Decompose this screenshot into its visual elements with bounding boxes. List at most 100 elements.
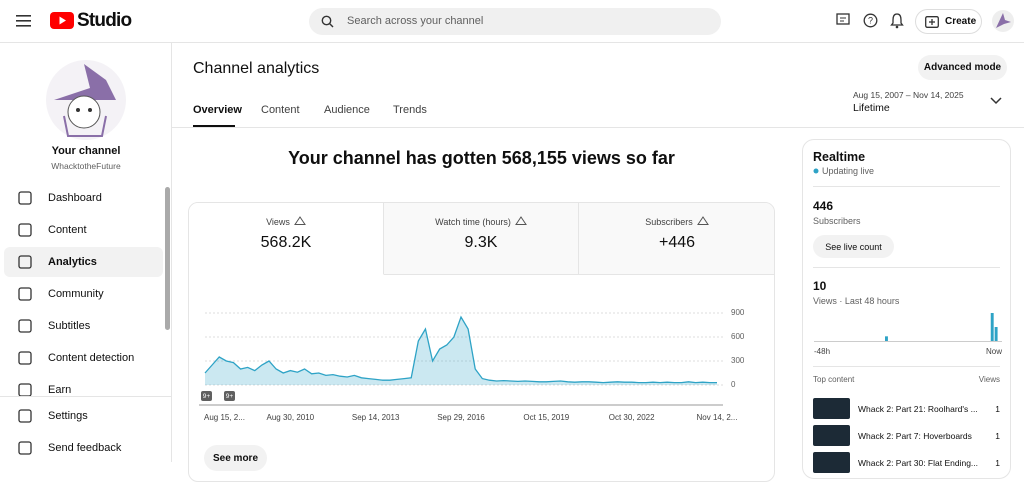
nav-label: Analytics — [48, 256, 97, 268]
y-tick-label: 600 — [731, 332, 745, 341]
bar — [990, 313, 994, 341]
tab[interactable]: Content — [261, 104, 300, 116]
nav-icon — [18, 441, 32, 455]
tab[interactable]: Overview — [193, 104, 242, 116]
sidebar: Your channel WhacktotheFuture Dashboard C… — [0, 43, 172, 462]
metric-value: 568.2K — [260, 234, 312, 251]
period[interactable]: Lifetime — [853, 102, 890, 114]
see-live-count-button[interactable]: See live count — [813, 235, 894, 258]
annotation-marker[interactable] — [201, 391, 212, 401]
subscriber-count: 446 — [813, 199, 834, 213]
thumbnail[interactable] — [813, 452, 850, 473]
nav-label: Subtitles — [48, 320, 91, 332]
channel-name: WhacktotheFuture — [51, 161, 121, 171]
search-box[interactable]: Search across your channel — [309, 8, 721, 35]
nav-icon — [18, 255, 32, 269]
annotation-label: 9+ — [226, 393, 234, 400]
advanced-mode-button[interactable]: Advanced mode — [918, 55, 1007, 80]
nav-icon — [18, 409, 32, 423]
nav-label: Dashboard — [48, 192, 102, 204]
see-more-button[interactable]: See more — [204, 445, 267, 471]
views-label: Views · Last 48 hours — [813, 296, 900, 306]
nav-icon — [18, 223, 32, 237]
nav-label: Send feedback — [48, 442, 122, 454]
content-title[interactable]: Whack 2: Part 21: Roolhard's ... — [858, 404, 978, 414]
metric-tab[interactable]: Views 568.2K — [189, 203, 384, 275]
account-avatar[interactable] — [992, 10, 1014, 32]
content-views: 1 — [995, 404, 1000, 414]
view-count: 10 — [813, 279, 827, 293]
footer-nav: Settings Send feedback — [0, 396, 171, 462]
create-button[interactable]: Create — [915, 9, 982, 34]
search-icon — [321, 15, 334, 28]
nav-label: Earn — [48, 384, 72, 396]
nav-item[interactable]: Settings — [0, 401, 165, 431]
top-content-label: Top content — [813, 375, 855, 384]
x-tick-label: Nov 14, 2... — [697, 413, 738, 422]
nav-item[interactable]: Analytics — [4, 247, 163, 277]
scrollbar[interactable] — [165, 187, 170, 330]
metric-tab[interactable]: Subscribers +446 — [579, 203, 774, 275]
nav-item[interactable]: Earn — [0, 375, 165, 396]
content-views: 1 — [995, 458, 1000, 468]
nav-icon — [18, 319, 32, 333]
logo-icon[interactable] — [50, 12, 74, 29]
line — [204, 315, 717, 384]
header: Studio Search across your channel ? Crea… — [0, 0, 1024, 43]
thumbnail[interactable] — [813, 425, 850, 446]
nav-icon — [18, 287, 32, 301]
divider — [813, 366, 1000, 367]
divider — [813, 186, 1000, 187]
captions-icon[interactable] — [836, 13, 850, 28]
divider — [813, 267, 1000, 268]
x-tick-label: -48h — [814, 347, 830, 356]
metric-label: Watch time (hours) — [384, 216, 578, 227]
x-tick-label: Sep 29, 2016 — [437, 413, 485, 422]
tab[interactable]: Trends — [393, 104, 427, 116]
search-placeholder: Search across your channel — [347, 15, 484, 27]
x-tick-label: Aug 15, 2... — [204, 413, 245, 422]
content-title[interactable]: Whack 2: Part 7: Hoverboards — [858, 431, 972, 441]
realtime-title: Realtime — [813, 150, 866, 164]
x-tick-label: Aug 30, 2010 — [267, 413, 315, 422]
content-title[interactable]: Whack 2: Part 30: Flat Ending... — [858, 458, 979, 468]
warning-icon[interactable] — [693, 216, 709, 225]
x-tick-label: Now — [986, 347, 1002, 356]
thumbnail[interactable] — [813, 398, 850, 419]
nav-list: Dashboard Content Analytics Community Subtit… — [0, 182, 171, 396]
nav-label: Settings — [48, 410, 88, 422]
nav-item[interactable]: Content — [0, 215, 165, 245]
menu-icon[interactable] — [16, 14, 32, 28]
create-label: Create — [945, 16, 977, 27]
nav-item[interactable]: Dashboard — [0, 183, 165, 213]
nav-item[interactable]: Subtitles — [0, 311, 165, 341]
channel-title: Your channel — [51, 145, 121, 157]
warning-icon[interactable] — [290, 216, 306, 225]
date-range[interactable]: Aug 15, 2007 – Nov 14, 2025 — [853, 90, 964, 100]
nav-icon — [18, 351, 32, 365]
metric-tab[interactable]: Watch time (hours) 9.3K — [384, 203, 579, 275]
channel-avatar[interactable] — [46, 60, 126, 140]
notifications-icon[interactable] — [890, 12, 904, 29]
tab[interactable]: Audience — [324, 104, 370, 116]
bar — [994, 327, 998, 341]
nav-item[interactable]: Content detection — [0, 343, 165, 373]
warning-icon[interactable] — [511, 216, 527, 225]
live-dot — [813, 168, 819, 174]
metric-label: Views — [189, 216, 383, 227]
nav-label: Content detection — [48, 352, 135, 364]
nav-item[interactable]: Send feedback — [0, 433, 165, 463]
create-icon — [925, 15, 939, 28]
metric-label: Subscribers — [579, 216, 774, 227]
area — [205, 317, 717, 385]
metric-value: +446 — [658, 234, 696, 251]
page-title: Channel analytics — [193, 60, 320, 77]
annotation-marker[interactable] — [224, 391, 235, 401]
nav-item[interactable]: Community — [0, 279, 165, 309]
nav-label: Community — [48, 288, 104, 300]
logo-text[interactable]: Studio — [77, 10, 132, 31]
dropdown-icon[interactable] — [990, 97, 1002, 105]
subscriber-label: Subscribers — [813, 216, 861, 226]
headline: Your channel has gotten 568,155 views so… — [288, 148, 675, 168]
help-icon[interactable]: ? — [863, 13, 878, 28]
